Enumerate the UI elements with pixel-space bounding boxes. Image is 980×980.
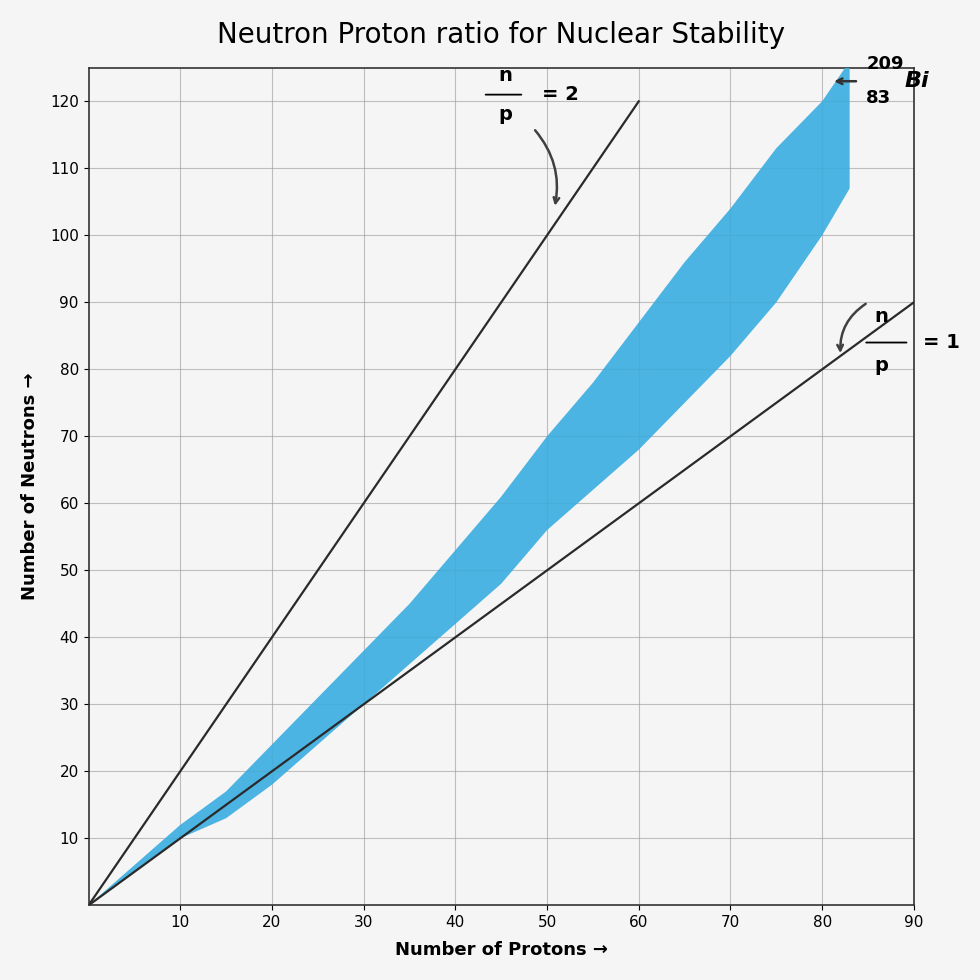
Text: n: n [499, 66, 513, 84]
Polygon shape [88, 61, 850, 906]
Text: Bi: Bi [905, 72, 929, 91]
Text: 209: 209 [866, 56, 904, 74]
Text: 83: 83 [866, 89, 891, 107]
Title: Neutron Proton ratio for Nuclear Stability: Neutron Proton ratio for Nuclear Stabili… [218, 21, 785, 49]
Text: p: p [875, 356, 889, 375]
Text: n: n [875, 307, 889, 325]
Text: = 1: = 1 [923, 333, 959, 352]
Text: = 2: = 2 [543, 85, 579, 104]
Text: p: p [499, 105, 513, 123]
Y-axis label: Number of Neutrons →: Number of Neutrons → [21, 372, 39, 601]
X-axis label: Number of Protons →: Number of Protons → [395, 941, 608, 959]
